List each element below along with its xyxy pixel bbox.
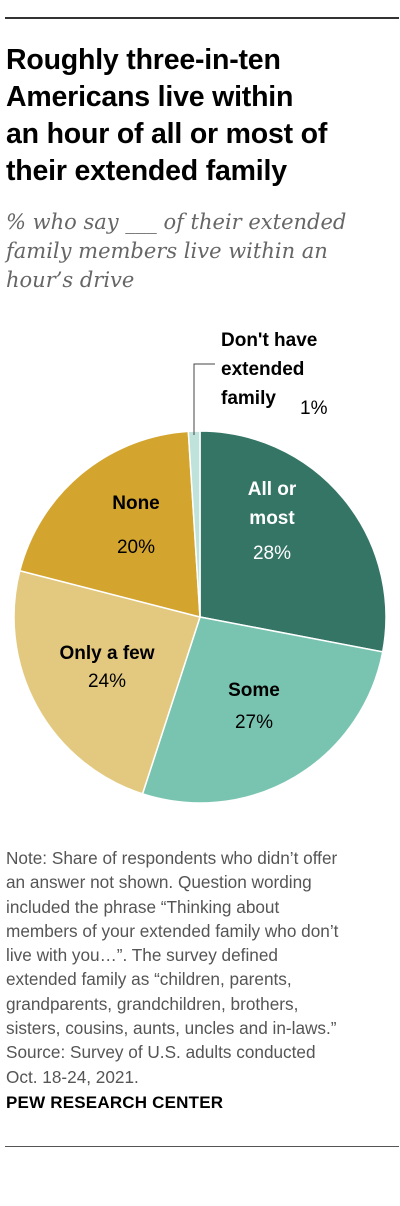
slice-value-label: 20% <box>117 537 155 558</box>
leader-line <box>193 363 215 435</box>
source-brand: PEW RESEARCH CENTER <box>6 1093 224 1112</box>
chart-subtitle: % who say ___ of their extended family m… <box>6 208 394 295</box>
note-line: Source: Survey of U.S. adults conducted <box>6 1042 316 1063</box>
slice-label-line: Some <box>228 680 280 701</box>
slice-label-line: most <box>249 508 295 529</box>
slice-label-line: All or <box>248 479 297 500</box>
note-line: sisters, cousins, aunts, uncles and in-l… <box>6 1018 337 1039</box>
note-line: grandparents, grandchildren, brothers, <box>6 993 299 1014</box>
slice-label: None <box>112 493 160 514</box>
slice-label-line: Only a few <box>59 643 154 664</box>
slice-value-label: 24% <box>88 671 126 692</box>
subtitle-line: hour’s drive <box>6 268 135 292</box>
note-line: live with you…”. The survey defined <box>6 945 278 966</box>
pie-slice <box>13 569 201 795</box>
pie-slice <box>141 616 384 804</box>
slice-label-line: extended <box>221 359 304 380</box>
note-line: members of your extended family who don’… <box>6 920 339 941</box>
note-line: an answer not shown. Question wording <box>6 872 312 893</box>
slice-label: All or most <box>248 479 297 529</box>
bottom-rule <box>5 1146 399 1147</box>
title-line: Roughly three-in-ten <box>6 44 281 76</box>
note-line: extended family as “children, parents, <box>6 969 292 990</box>
slice-value-label: 28% <box>253 543 291 564</box>
slice-label: Some <box>228 680 280 701</box>
pie-slice <box>18 430 201 618</box>
slice-label-line: Don't have <box>221 330 317 351</box>
title-line: Americans live within <box>6 81 294 113</box>
subtitle-line: % who say ___ of their extended <box>6 210 347 234</box>
slice-label-line: family <box>221 388 276 409</box>
note-line: Oct. 18-24, 2021. <box>6 1066 139 1087</box>
pie-chart-svg: All or most 28% Some 27% Only a few 24% None 20%… <box>13 330 387 804</box>
pie-chart: All or most 28% Some 27% Only a few 24% None 20%… <box>0 310 400 820</box>
slice-label: Only a few <box>59 643 154 664</box>
note: Note: Share of respondents who didn’t of… <box>6 846 398 1089</box>
slice-label-line: None <box>112 493 160 514</box>
subtitle-line: family members live within an <box>6 239 328 263</box>
title-line: an hour of all or most of <box>6 118 328 150</box>
pie-slice <box>199 430 387 653</box>
note-line: included the phrase “Thinking about <box>6 896 280 917</box>
title-line: their extended family <box>6 155 287 187</box>
top-rule <box>5 17 399 19</box>
slice-value-label: 1% <box>300 398 328 419</box>
note-line: Note: Share of respondents who didn’t of… <box>6 848 338 868</box>
chart-title: Roughly three-in-ten Americans live with… <box>6 42 394 190</box>
slice-value-label: 27% <box>235 712 273 733</box>
slice-label: Don't have extended family <box>221 330 317 409</box>
